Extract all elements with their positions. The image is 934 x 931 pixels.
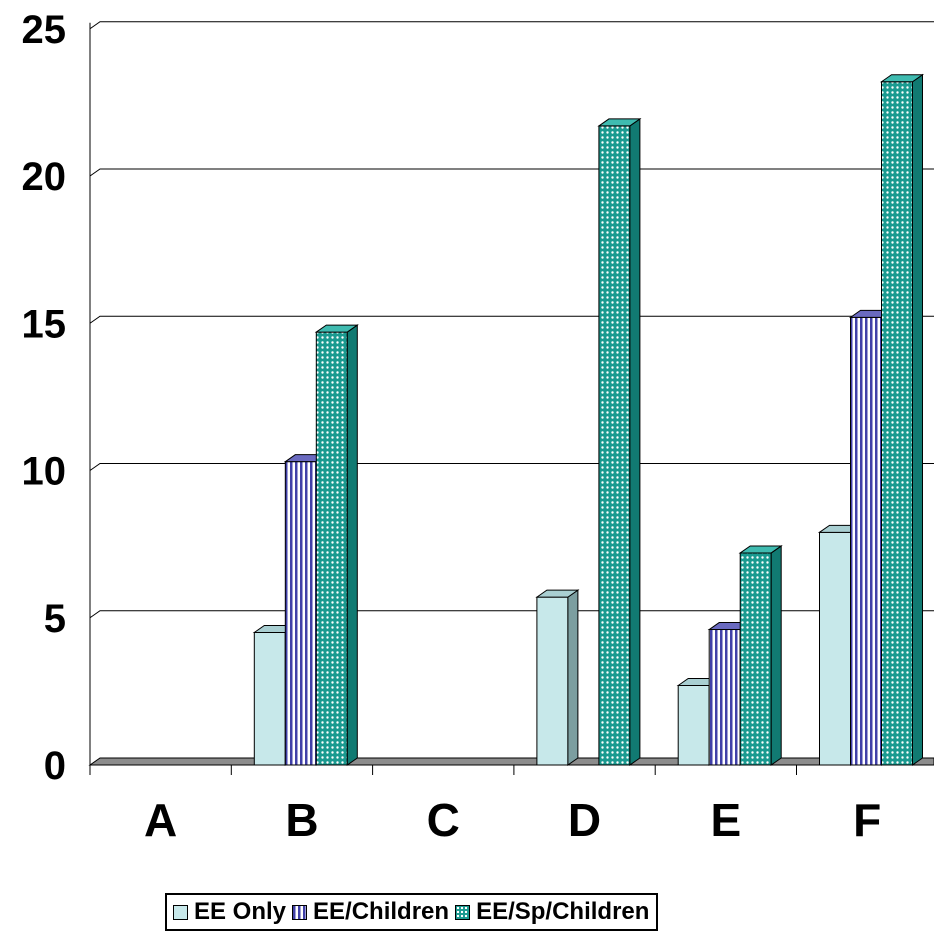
bar-front <box>850 316 882 766</box>
bar-front <box>881 81 913 766</box>
labels: 0 5 10 15 20 25 A B C D E F <box>22 8 882 846</box>
bar-front <box>536 596 569 766</box>
gridline <box>89 315 934 324</box>
x-tick-label: F <box>853 794 881 846</box>
bar-b-ee-sp-children <box>314 324 359 766</box>
bar-front <box>708 629 741 766</box>
bar-side <box>567 589 579 766</box>
bar-front <box>253 631 286 766</box>
bar-side <box>629 117 641 766</box>
y-tick-label: 0 <box>44 744 66 788</box>
y-tick-label: 10 <box>22 450 67 494</box>
bar-d-ee-only <box>535 589 580 766</box>
y-tick-label: 25 <box>22 8 67 52</box>
gridline <box>89 610 934 619</box>
legend-label: EE Only <box>194 898 287 925</box>
bar-front <box>598 125 631 766</box>
bar-top <box>535 589 580 598</box>
bar-e-ee-sp-children <box>738 544 783 766</box>
y-tick-label: 15 <box>22 302 67 346</box>
legend: EE Only EE/Children EE/Sp/Children <box>165 893 659 931</box>
gridline <box>89 168 934 177</box>
chart-floor <box>88 757 934 766</box>
bar-top <box>738 545 783 554</box>
legend-label: EE/Sp/Children <box>476 898 650 925</box>
y-tick-label: 20 <box>22 155 67 199</box>
y-tick-label: 5 <box>44 597 66 641</box>
bar-side <box>912 73 923 766</box>
legend-swatch-ee-children <box>292 904 308 920</box>
bar-front <box>739 552 772 766</box>
gridlines <box>89 21 934 619</box>
bar-d-ee-sp-children <box>597 117 642 766</box>
x-tick-label: D <box>568 794 601 846</box>
legend-item-ee-children: EE/Children <box>292 898 449 926</box>
bar-front <box>819 531 851 766</box>
gridline <box>89 463 934 471</box>
bar-front <box>677 684 710 766</box>
bar-top <box>314 324 359 333</box>
x-tick-label: E <box>711 794 742 846</box>
bar-top <box>879 74 925 83</box>
x-tick-label: C <box>427 794 460 846</box>
x-tick-label: A <box>144 794 177 846</box>
bars <box>252 73 925 766</box>
bar-front <box>284 461 317 766</box>
floor <box>88 757 934 766</box>
gridline <box>89 21 934 30</box>
legend-item-ee-sp-children: EE/Sp/Children <box>455 898 649 926</box>
axes <box>89 22 934 775</box>
legend-item-ee-only: EE Only <box>173 898 286 926</box>
bar-side <box>770 544 782 766</box>
legend-swatch-ee-sp-children <box>455 904 471 920</box>
bar-side <box>346 324 358 766</box>
bar-front <box>315 331 348 766</box>
x-tick-label: B <box>285 794 318 846</box>
bar-top <box>597 118 642 127</box>
legend-swatch-ee-only <box>173 904 188 920</box>
legend-label: EE/Children <box>313 898 450 925</box>
bar-f-ee-sp-children <box>879 73 925 766</box>
